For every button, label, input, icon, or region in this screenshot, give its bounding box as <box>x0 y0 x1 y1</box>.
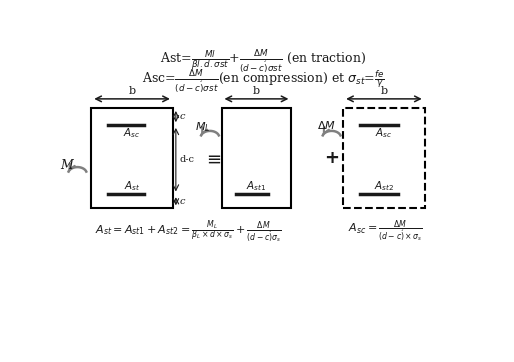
Text: b: b <box>128 86 136 96</box>
Text: $\Delta M$: $\Delta M$ <box>317 119 336 131</box>
Text: c: c <box>180 112 185 121</box>
Text: Asc=$\frac{\Delta M}{(d-c\')\sigma st}$(en compression) et $\sigma_{st}$=$\frac{: Asc=$\frac{\Delta M}{(d-c\')\sigma st}$(… <box>142 68 385 95</box>
Text: Ast=$\frac{Ml}{\beta l.d.\sigma st}$+$\frac{\Delta M}{(d-c\')\sigma st}$ (en tra: Ast=$\frac{Ml}{\beta l.d.\sigma st}$+$\f… <box>160 49 366 75</box>
Text: $M_L$: $M_L$ <box>195 120 211 134</box>
Bar <box>222 108 291 208</box>
Text: d-c: d-c <box>180 155 195 164</box>
Text: b: b <box>380 86 388 96</box>
Text: +: + <box>324 149 339 167</box>
Text: c: c <box>180 197 185 206</box>
Text: $A_{st2}$: $A_{st2}$ <box>374 179 394 193</box>
Text: b: b <box>253 86 260 96</box>
Text: $A_{st1}$: $A_{st1}$ <box>246 179 267 193</box>
Text: M: M <box>60 159 73 172</box>
Text: $A_{st}$: $A_{st}$ <box>124 179 140 193</box>
Text: $A_{sc}$: $A_{sc}$ <box>123 127 141 140</box>
Text: $A_{sc}=\frac{\Delta M}{(d-c\')\times \sigma_s}$: $A_{sc}=\frac{\Delta M}{(d-c\')\times \s… <box>348 219 424 244</box>
Text: $A_{st}=A_{st1}+A_{st2}=\frac{M_L}{\beta_L \times d\times \sigma_s}+\frac{\Delta: $A_{st}=A_{st1}+A_{st2}=\frac{M_L}{\beta… <box>95 218 282 245</box>
Bar <box>343 108 425 208</box>
Text: $A_{sc}$: $A_{sc}$ <box>375 127 393 140</box>
Bar <box>91 108 173 208</box>
Text: $\equiv$: $\equiv$ <box>203 149 222 167</box>
